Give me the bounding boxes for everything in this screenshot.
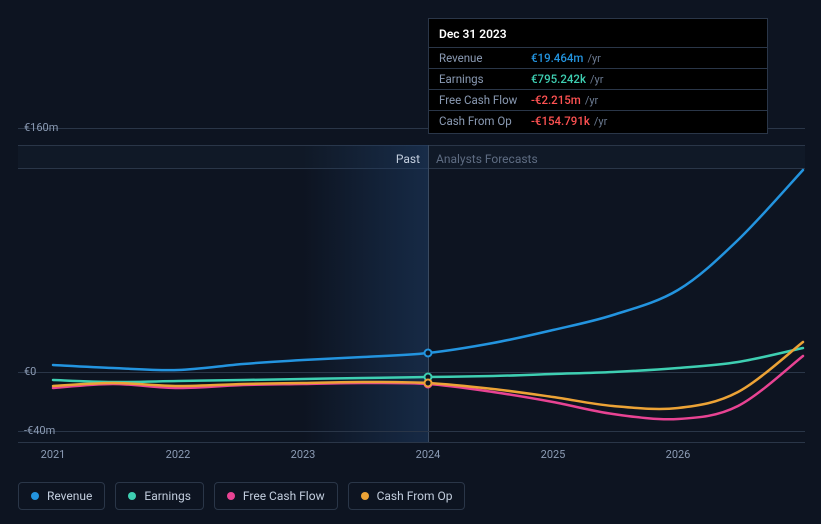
legend-dot-icon bbox=[227, 492, 235, 500]
legend-label: Cash From Op bbox=[377, 489, 453, 503]
legend-item-free_cash_flow[interactable]: Free Cash Flow bbox=[214, 482, 338, 510]
legend-dot-icon bbox=[128, 492, 136, 500]
legend-label: Free Cash Flow bbox=[243, 489, 325, 503]
legend-dot-icon bbox=[361, 492, 369, 500]
tooltip-row-unit: /yr bbox=[590, 73, 603, 86]
legend-item-revenue[interactable]: Revenue bbox=[18, 482, 105, 510]
tooltip-row: Earnings€795.242k/yr bbox=[429, 68, 767, 89]
tooltip-row-unit: /yr bbox=[585, 94, 598, 107]
tooltip-row: Revenue€19.464m/yr bbox=[429, 47, 767, 68]
tooltip-row-label: Free Cash Flow bbox=[439, 93, 531, 107]
legend-label: Earnings bbox=[144, 489, 191, 503]
tooltip-row: Cash From Op-€154.791k/yr bbox=[429, 110, 767, 131]
marker-cash_from_op bbox=[424, 379, 433, 388]
tooltip-row-label: Earnings bbox=[439, 72, 531, 86]
legend-dot-icon bbox=[31, 492, 39, 500]
tooltip: Dec 31 2023 Revenue€19.464m/yrEarnings€7… bbox=[428, 18, 768, 134]
tooltip-row-value: €19.464m bbox=[531, 51, 583, 65]
tooltip-date: Dec 31 2023 bbox=[429, 25, 767, 47]
series-line-revenue bbox=[53, 170, 803, 370]
legend-label: Revenue bbox=[47, 489, 92, 503]
tooltip-row-unit: /yr bbox=[587, 52, 600, 65]
legend-item-cash_from_op[interactable]: Cash From Op bbox=[348, 482, 466, 510]
tooltip-row: Free Cash Flow-€2.215m/yr bbox=[429, 89, 767, 110]
tooltip-row-value: €795.242k bbox=[531, 72, 586, 86]
marker-revenue bbox=[424, 349, 433, 358]
tooltip-row-unit: /yr bbox=[594, 115, 607, 128]
tooltip-row-value: -€154.791k bbox=[531, 114, 590, 128]
chart-area: Past Analysts Forecasts €160m€0-€40m 202… bbox=[18, 0, 805, 460]
tooltip-row-label: Revenue bbox=[439, 51, 531, 65]
tooltip-row-label: Cash From Op bbox=[439, 114, 531, 128]
legend: Revenue Earnings Free Cash Flow Cash From O… bbox=[18, 482, 465, 510]
legend-item-earnings[interactable]: Earnings bbox=[115, 482, 204, 510]
tooltip-row-value: -€2.215m bbox=[531, 93, 581, 107]
